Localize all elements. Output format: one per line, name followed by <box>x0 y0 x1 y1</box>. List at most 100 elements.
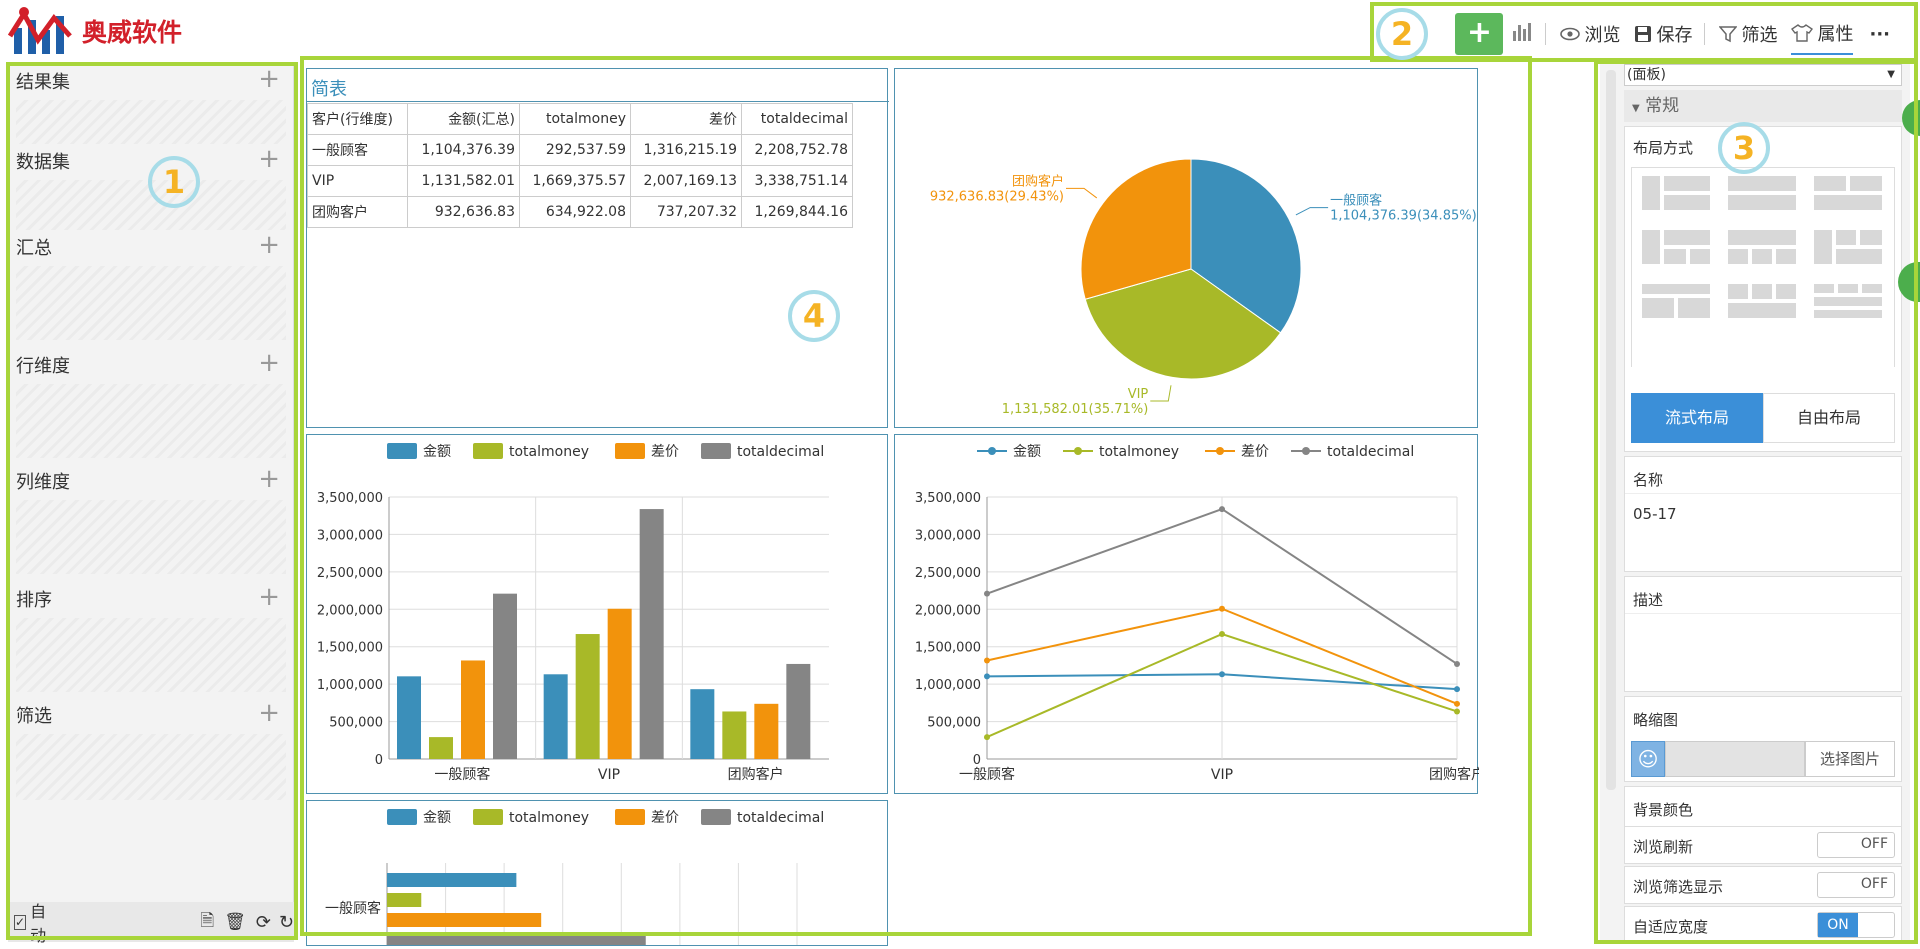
add-icon[interactable]: + <box>258 348 280 378</box>
filter-button[interactable]: 筛选 <box>1719 21 1777 47</box>
flow-layout-button[interactable]: 流式布局 <box>1631 393 1763 443</box>
x-tick-label: 团购客户 <box>728 766 784 783</box>
data-point <box>1454 660 1460 667</box>
drop-zone[interactable] <box>16 618 286 692</box>
legend-marker <box>1074 447 1082 455</box>
bar <box>387 913 542 927</box>
robot-icon: ☺ <box>1631 741 1665 777</box>
left-panel: 结果集 + 数据集 + 汇总 + 行维度 + 列维度 + 排序 + 筛选 + ✓… <box>8 64 294 945</box>
section-header[interactable]: ▼ 常规 <box>1624 90 1902 122</box>
y-tick-label: 0 <box>375 753 383 768</box>
layout-label: 布局方式 <box>1633 139 1694 157</box>
legend-swatch <box>701 809 731 825</box>
drop-zone[interactable] <box>16 100 286 144</box>
pie-slice <box>1080 158 1192 300</box>
description-input[interactable] <box>1625 613 1901 691</box>
drop-zone[interactable] <box>16 500 286 574</box>
line-chart-panel[interactable]: 金额 totalmoney 差价 totaldecimal 0 500,000 1,000,… <box>894 434 1485 794</box>
toolbar: + 浏览 保存 筛选 属性 ··· <box>1455 8 1890 60</box>
properties-button[interactable]: 属性 <box>1791 13 1854 55</box>
layout-option[interactable] <box>1642 176 1712 216</box>
checkbox-icon[interactable]: ✓ <box>14 914 27 930</box>
header-cell: 金额(汇总) <box>407 103 520 135</box>
add-icon[interactable]: + <box>258 464 280 494</box>
name-box: 名称 05-17 <box>1624 456 1902 572</box>
auto-width-toggle[interactable]: ON <box>1817 912 1895 938</box>
table-cell: 2,007,169.13 <box>630 165 742 197</box>
table-panel[interactable]: 简表 客户(行维度) 金额(汇总) totalmoney 差价 totaldec… <box>306 68 889 428</box>
add-icon[interactable]: + <box>258 230 280 260</box>
drop-zone[interactable] <box>16 266 286 340</box>
bar <box>397 676 421 759</box>
layout-option[interactable] <box>1814 176 1884 216</box>
filter-display-toggle[interactable]: OFF <box>1817 872 1895 898</box>
x-tick-label: 团购客户 <box>1429 766 1479 783</box>
pie-slice-label: 1,131,582.01(35.71%) <box>1002 402 1149 417</box>
data-table: 客户(行维度) 金额(汇总) totalmoney 差价 totaldecima… <box>307 103 853 228</box>
bar <box>543 674 568 759</box>
layout-option[interactable] <box>1728 230 1798 270</box>
table-cell: 1,669,375.57 <box>519 165 631 197</box>
y-tick-label: 1,000,000 <box>317 678 383 693</box>
table-cell: 1,269,844.16 <box>741 196 853 228</box>
data-point <box>1454 686 1460 693</box>
choose-image-button[interactable]: 选择图片 <box>1805 741 1895 777</box>
header-cell: 差价 <box>630 103 742 135</box>
pie-slice <box>1084 268 1282 380</box>
legend-label: 金额 <box>423 810 451 826</box>
shirt-icon <box>1791 24 1814 42</box>
browse-label: 浏览 <box>1584 25 1621 46</box>
table-row: VIP 1,131,582.01 1,669,375.57 2,007,169.… <box>307 165 853 197</box>
layout-option[interactable] <box>1642 284 1712 324</box>
data-point <box>984 673 990 680</box>
pie-slice-label: 1,104,376.39(34.85%) <box>1330 209 1477 224</box>
right-scrollbar[interactable] <box>1606 70 1616 790</box>
bar-chart-panel[interactable]: 金额 totalmoney 差价 totaldecimal 0 500,000 1,000,… <box>306 434 888 794</box>
browse-button[interactable]: 浏览 <box>1560 21 1620 47</box>
add-icon[interactable]: + <box>258 144 280 174</box>
name-label: 名称 <box>1633 471 1664 489</box>
layout-option[interactable] <box>1642 230 1712 270</box>
panel-select[interactable]: (面板) ▼ <box>1624 64 1902 86</box>
toggle-rows: 浏览刷新 OFF 浏览筛选显示 OFF 自适应宽度 ON <box>1624 826 1902 944</box>
sync-icon[interactable]: ⟳ <box>255 911 271 933</box>
layout-option[interactable] <box>1814 284 1884 324</box>
refresh-icon[interactable]: ↻ <box>278 911 294 933</box>
drop-zone[interactable] <box>16 734 286 800</box>
y-tick-label: 一般顾客 <box>325 900 381 917</box>
free-layout-button[interactable]: 自由布局 <box>1763 393 1895 443</box>
hbar-chart-panel[interactable]: 金额 totalmoney 差价 totaldecimal 一般顾客 <box>306 800 888 946</box>
browse-refresh-toggle[interactable]: OFF <box>1817 832 1895 858</box>
y-tick-label: 2,500,000 <box>317 566 383 581</box>
trash-icon[interactable]: 🗑 <box>224 912 246 932</box>
y-tick-label: 2,000,000 <box>317 603 383 618</box>
pie-leader-line <box>1066 187 1098 199</box>
drop-zone[interactable] <box>16 384 286 458</box>
pie-panel[interactable]: 一般顾客 1,104,376.39(34.85%) VIP 1,131,582.01(… <box>894 68 1478 428</box>
more-button[interactable]: ··· <box>1869 23 1890 45</box>
table-cell: 1,104,376.39 <box>407 134 520 166</box>
save-button[interactable]: 保存 <box>1634 21 1692 47</box>
layout-option[interactable] <box>1814 230 1884 270</box>
chart-icon[interactable] <box>1511 21 1533 47</box>
filter-label: 筛选 <box>1741 25 1778 46</box>
layout-box: 布局方式 流式布局 自由布局 <box>1624 126 1902 452</box>
data-point <box>984 657 990 664</box>
header-cell: 客户(行维度) <box>307 103 408 135</box>
bar <box>690 689 715 759</box>
layout-option[interactable] <box>1728 284 1798 324</box>
add-button[interactable]: + <box>1455 13 1504 55</box>
add-icon[interactable]: + <box>258 698 280 728</box>
layout-option[interactable] <box>1728 176 1798 216</box>
name-input[interactable]: 05-17 <box>1633 505 1677 523</box>
app-logo: 奥威软件 <box>8 6 182 56</box>
legend-label: totaldecimal <box>737 810 824 826</box>
toolbar-divider <box>1704 23 1706 45</box>
add-icon[interactable]: + <box>258 64 280 94</box>
bar <box>754 703 779 759</box>
file-icon[interactable]: 🗎 <box>200 910 215 931</box>
filter-display-label: 浏览筛选显示 <box>1633 878 1724 896</box>
add-icon[interactable]: + <box>258 582 280 612</box>
legend-marker <box>1216 447 1224 455</box>
table-row: 一般顾客 1,104,376.39 292,537.59 1,316,215.1… <box>307 134 853 166</box>
